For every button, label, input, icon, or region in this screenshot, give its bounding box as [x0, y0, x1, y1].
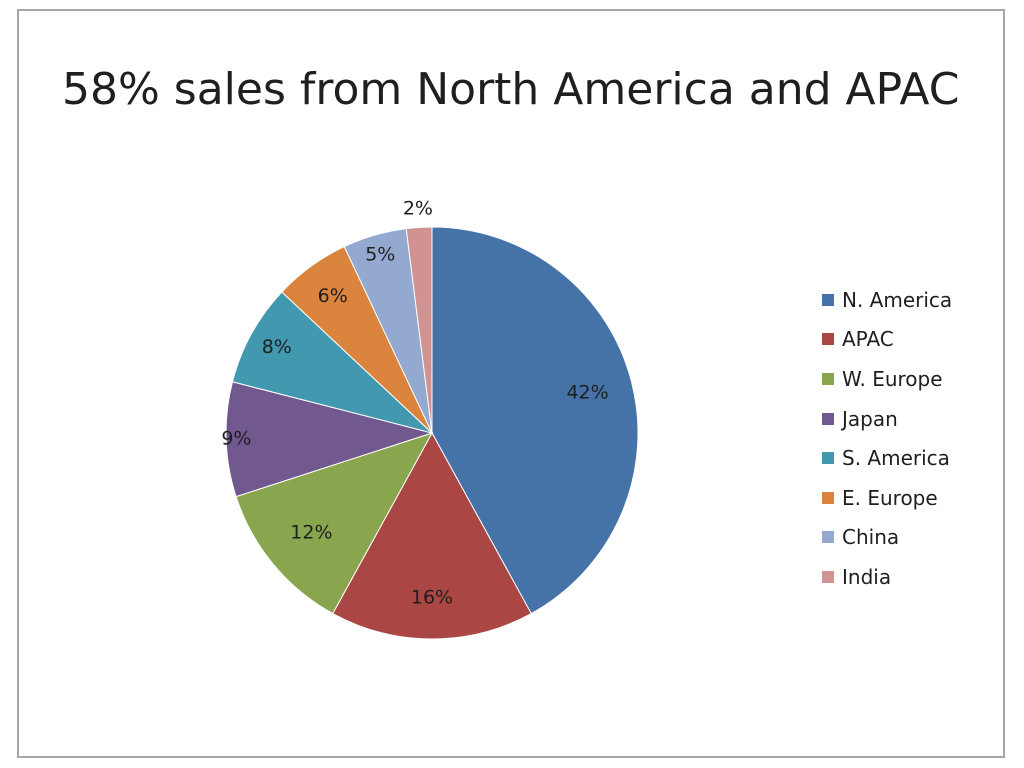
pie-slice-india — [405, 226, 433, 434]
legend-swatch — [822, 333, 834, 346]
legend-item: W. Europe — [822, 359, 952, 399]
chart-legend: N. America APAC W. Europe Japan S. America E.… — [822, 280, 952, 597]
legend-item: India — [822, 557, 952, 597]
legend-swatch — [822, 531, 834, 544]
legend-label: India — [842, 564, 892, 589]
pie-slice-n-america — [431, 226, 639, 615]
legend-swatch — [822, 412, 834, 425]
legend-swatch — [822, 570, 834, 583]
data-label: 42% — [566, 382, 608, 404]
legend-item: Japan — [822, 399, 952, 439]
legend-swatch — [822, 452, 834, 465]
data-label: 5% — [365, 244, 395, 266]
data-label: 8% — [262, 336, 292, 358]
pie-slice-japan — [225, 381, 434, 498]
legend-item: N. America — [822, 280, 952, 320]
legend-label: APAC — [842, 327, 894, 352]
slide-title: 58% sales from North America and APAC — [62, 64, 960, 115]
data-label: 12% — [290, 521, 332, 543]
pie-slices — [225, 226, 639, 640]
legend-label: W. Europe — [842, 366, 943, 391]
legend-label: S. America — [842, 446, 950, 471]
data-label: 6% — [318, 285, 348, 307]
legend-label: N. America — [842, 287, 953, 312]
data-label: 2% — [403, 197, 433, 219]
data-label: 16% — [411, 586, 453, 608]
legend-swatch — [822, 491, 834, 504]
pie-slice-s-america — [231, 291, 433, 434]
legend-item: S. America — [822, 438, 952, 478]
legend-swatch — [822, 293, 834, 306]
legend-label: China — [842, 525, 900, 550]
legend-item: China — [822, 518, 952, 558]
pie-slice-apac — [332, 431, 532, 640]
pie-data-labels: 42% 16% 12% 9% 8% 6% 5% 2% — [221, 197, 608, 608]
legend-item: APAC — [822, 320, 952, 360]
legend-swatch — [822, 372, 834, 385]
data-label: 9% — [221, 428, 251, 450]
legend-item: E. Europe — [822, 478, 952, 518]
legend-label: Japan — [842, 406, 898, 431]
legend-label: E. Europe — [842, 485, 938, 510]
pie-slice-w-europe — [235, 432, 434, 615]
